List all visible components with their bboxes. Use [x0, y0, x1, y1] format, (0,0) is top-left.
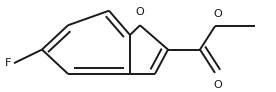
Text: F: F	[5, 58, 11, 68]
Text: O: O	[136, 7, 144, 17]
Text: O: O	[213, 9, 222, 19]
Text: O: O	[213, 80, 222, 90]
